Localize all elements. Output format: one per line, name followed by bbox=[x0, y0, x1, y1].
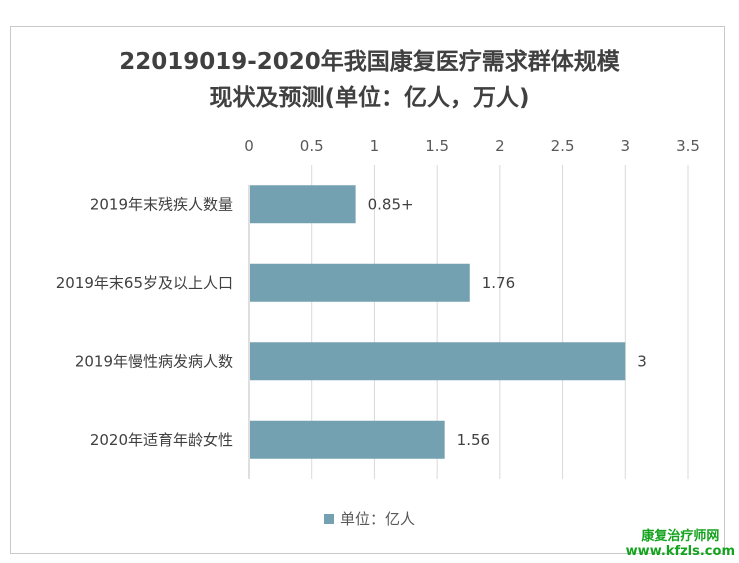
watermark: 康复治疗师网 www.kfzls.com bbox=[626, 529, 735, 559]
watermark-line-2: www.kfzls.com bbox=[625, 544, 735, 559]
x-tick-label: 3 bbox=[621, 137, 631, 155]
bar bbox=[250, 342, 626, 381]
data-label: 1.56 bbox=[457, 431, 490, 449]
x-tick-label: 0 bbox=[244, 137, 254, 155]
bar bbox=[250, 263, 470, 302]
category-label: 2019年末65岁及以上人口 bbox=[56, 274, 233, 292]
x-tick-label: 2.5 bbox=[551, 137, 575, 155]
chart-title: 22019019-2020年我国康复医疗需求群体规模 现状及预测(单位：亿人，万… bbox=[0, 44, 739, 116]
x-tick-label: 3.5 bbox=[676, 137, 700, 155]
bar bbox=[250, 420, 445, 459]
data-label: 3 bbox=[637, 352, 647, 370]
data-label: 0.85+ bbox=[368, 195, 414, 213]
x-tick-label: 1.5 bbox=[425, 137, 449, 155]
chart-legend: 单位：亿人 bbox=[0, 508, 739, 529]
watermark-line-1: 康复治疗师网 bbox=[641, 529, 720, 544]
x-tick-label: 2 bbox=[495, 137, 505, 155]
category-label: 2020年适育年龄女性 bbox=[90, 431, 233, 449]
chart-title-line-1: 22019019-2020年我国康复医疗需求群体规模 bbox=[119, 49, 620, 75]
legend-swatch bbox=[323, 513, 334, 524]
chart-title-line-2: 现状及预测(单位：亿人，万人) bbox=[209, 85, 530, 111]
bar bbox=[250, 185, 356, 224]
category-label: 2019年末残疾人数量 bbox=[90, 195, 233, 213]
category-label: 2019年慢性病发病人数 bbox=[75, 352, 233, 370]
x-tick-label: 1 bbox=[370, 137, 380, 155]
legend-label: 单位：亿人 bbox=[339, 510, 415, 528]
x-tick-label: 0.5 bbox=[300, 137, 324, 155]
data-label: 1.76 bbox=[482, 274, 515, 292]
